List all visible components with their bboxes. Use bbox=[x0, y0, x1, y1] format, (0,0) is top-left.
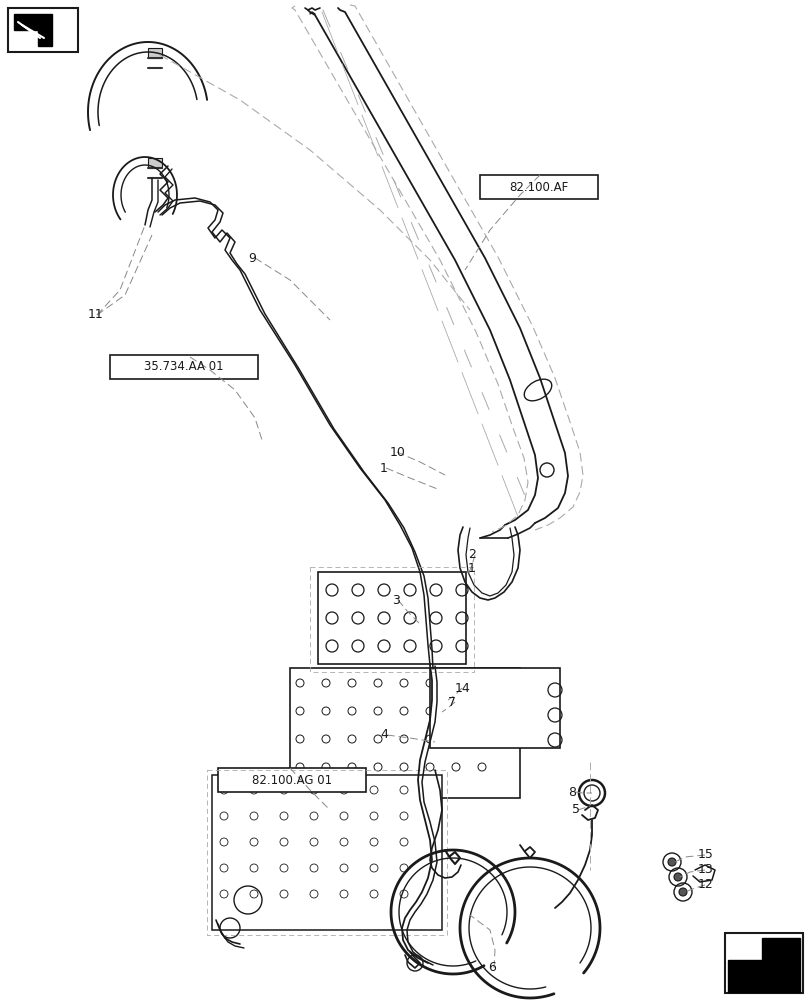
Circle shape bbox=[678, 888, 686, 896]
Text: 4: 4 bbox=[380, 728, 388, 741]
Text: 11: 11 bbox=[88, 308, 104, 322]
Text: 10: 10 bbox=[389, 446, 406, 458]
Text: 7: 7 bbox=[448, 696, 456, 708]
Text: 3: 3 bbox=[392, 593, 399, 606]
Text: 82.100.AG 01: 82.100.AG 01 bbox=[251, 774, 332, 786]
Text: 1: 1 bbox=[467, 562, 475, 574]
Text: 14: 14 bbox=[454, 682, 470, 694]
Circle shape bbox=[673, 873, 681, 881]
Text: 6: 6 bbox=[487, 961, 496, 974]
Text: 2: 2 bbox=[467, 548, 475, 562]
Text: 9: 9 bbox=[247, 251, 255, 264]
Text: 8: 8 bbox=[568, 786, 575, 798]
Text: 35.734.AA 01: 35.734.AA 01 bbox=[144, 360, 224, 373]
Bar bbox=[430, 668, 560, 748]
FancyBboxPatch shape bbox=[8, 8, 78, 52]
Bar bbox=[148, 158, 162, 168]
Text: 15: 15 bbox=[697, 848, 713, 861]
Circle shape bbox=[667, 858, 676, 866]
Bar bbox=[724, 933, 802, 993]
Bar bbox=[318, 572, 466, 664]
Bar bbox=[148, 48, 162, 58]
Bar bbox=[212, 775, 441, 930]
Bar bbox=[109, 355, 258, 379]
Polygon shape bbox=[727, 938, 799, 992]
Text: 1: 1 bbox=[380, 462, 388, 475]
Text: 82.100.AF: 82.100.AF bbox=[508, 181, 568, 194]
Bar bbox=[217, 768, 366, 792]
Bar bbox=[290, 668, 519, 798]
Text: 5: 5 bbox=[571, 803, 579, 816]
Text: 13: 13 bbox=[697, 863, 713, 876]
Text: 12: 12 bbox=[697, 878, 713, 892]
Bar bbox=[479, 175, 597, 199]
Polygon shape bbox=[14, 14, 52, 46]
